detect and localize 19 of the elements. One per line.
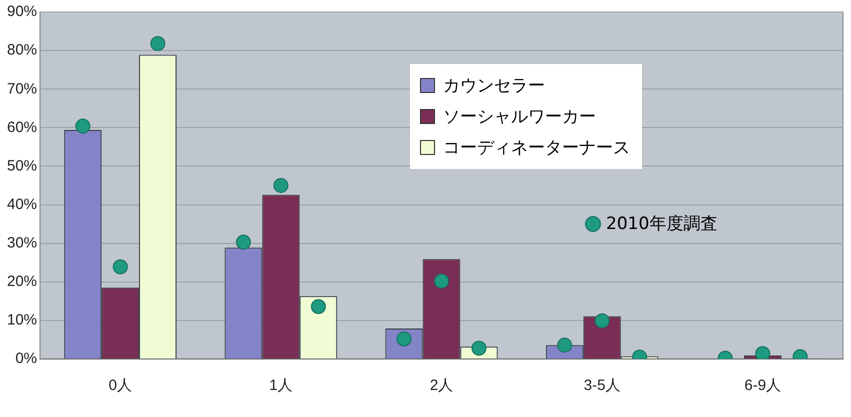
legend-label: コーディネーターナース (443, 137, 630, 159)
y-tick-label: 50% (6, 157, 38, 174)
x-tick-label: 6-9人 (744, 377, 782, 394)
y-tick-label: 10% (6, 312, 38, 329)
y-tick-label: 30% (6, 234, 38, 252)
legend-label: カウンセラー (443, 75, 545, 97)
x-tick-label: 2人 (430, 377, 454, 394)
y-tick-label: 60% (6, 118, 38, 136)
y-tick-label: 20% (6, 273, 38, 290)
y-tick-label: 0% (15, 350, 38, 368)
y-tick-label: 70% (6, 80, 38, 98)
y-tick-label: 40% (6, 196, 38, 213)
x-tick-label: 0人 (108, 377, 132, 394)
y-tick-label: 90% (6, 3, 38, 20)
legend-label: 2010年度調査 (606, 213, 718, 235)
x-tick-label: 3-5人 (584, 377, 620, 394)
x-tick-label: 1人 (269, 377, 293, 394)
legend-label: ソーシャルワーカー (443, 106, 596, 128)
y-tick-label: 80% (6, 42, 38, 59)
